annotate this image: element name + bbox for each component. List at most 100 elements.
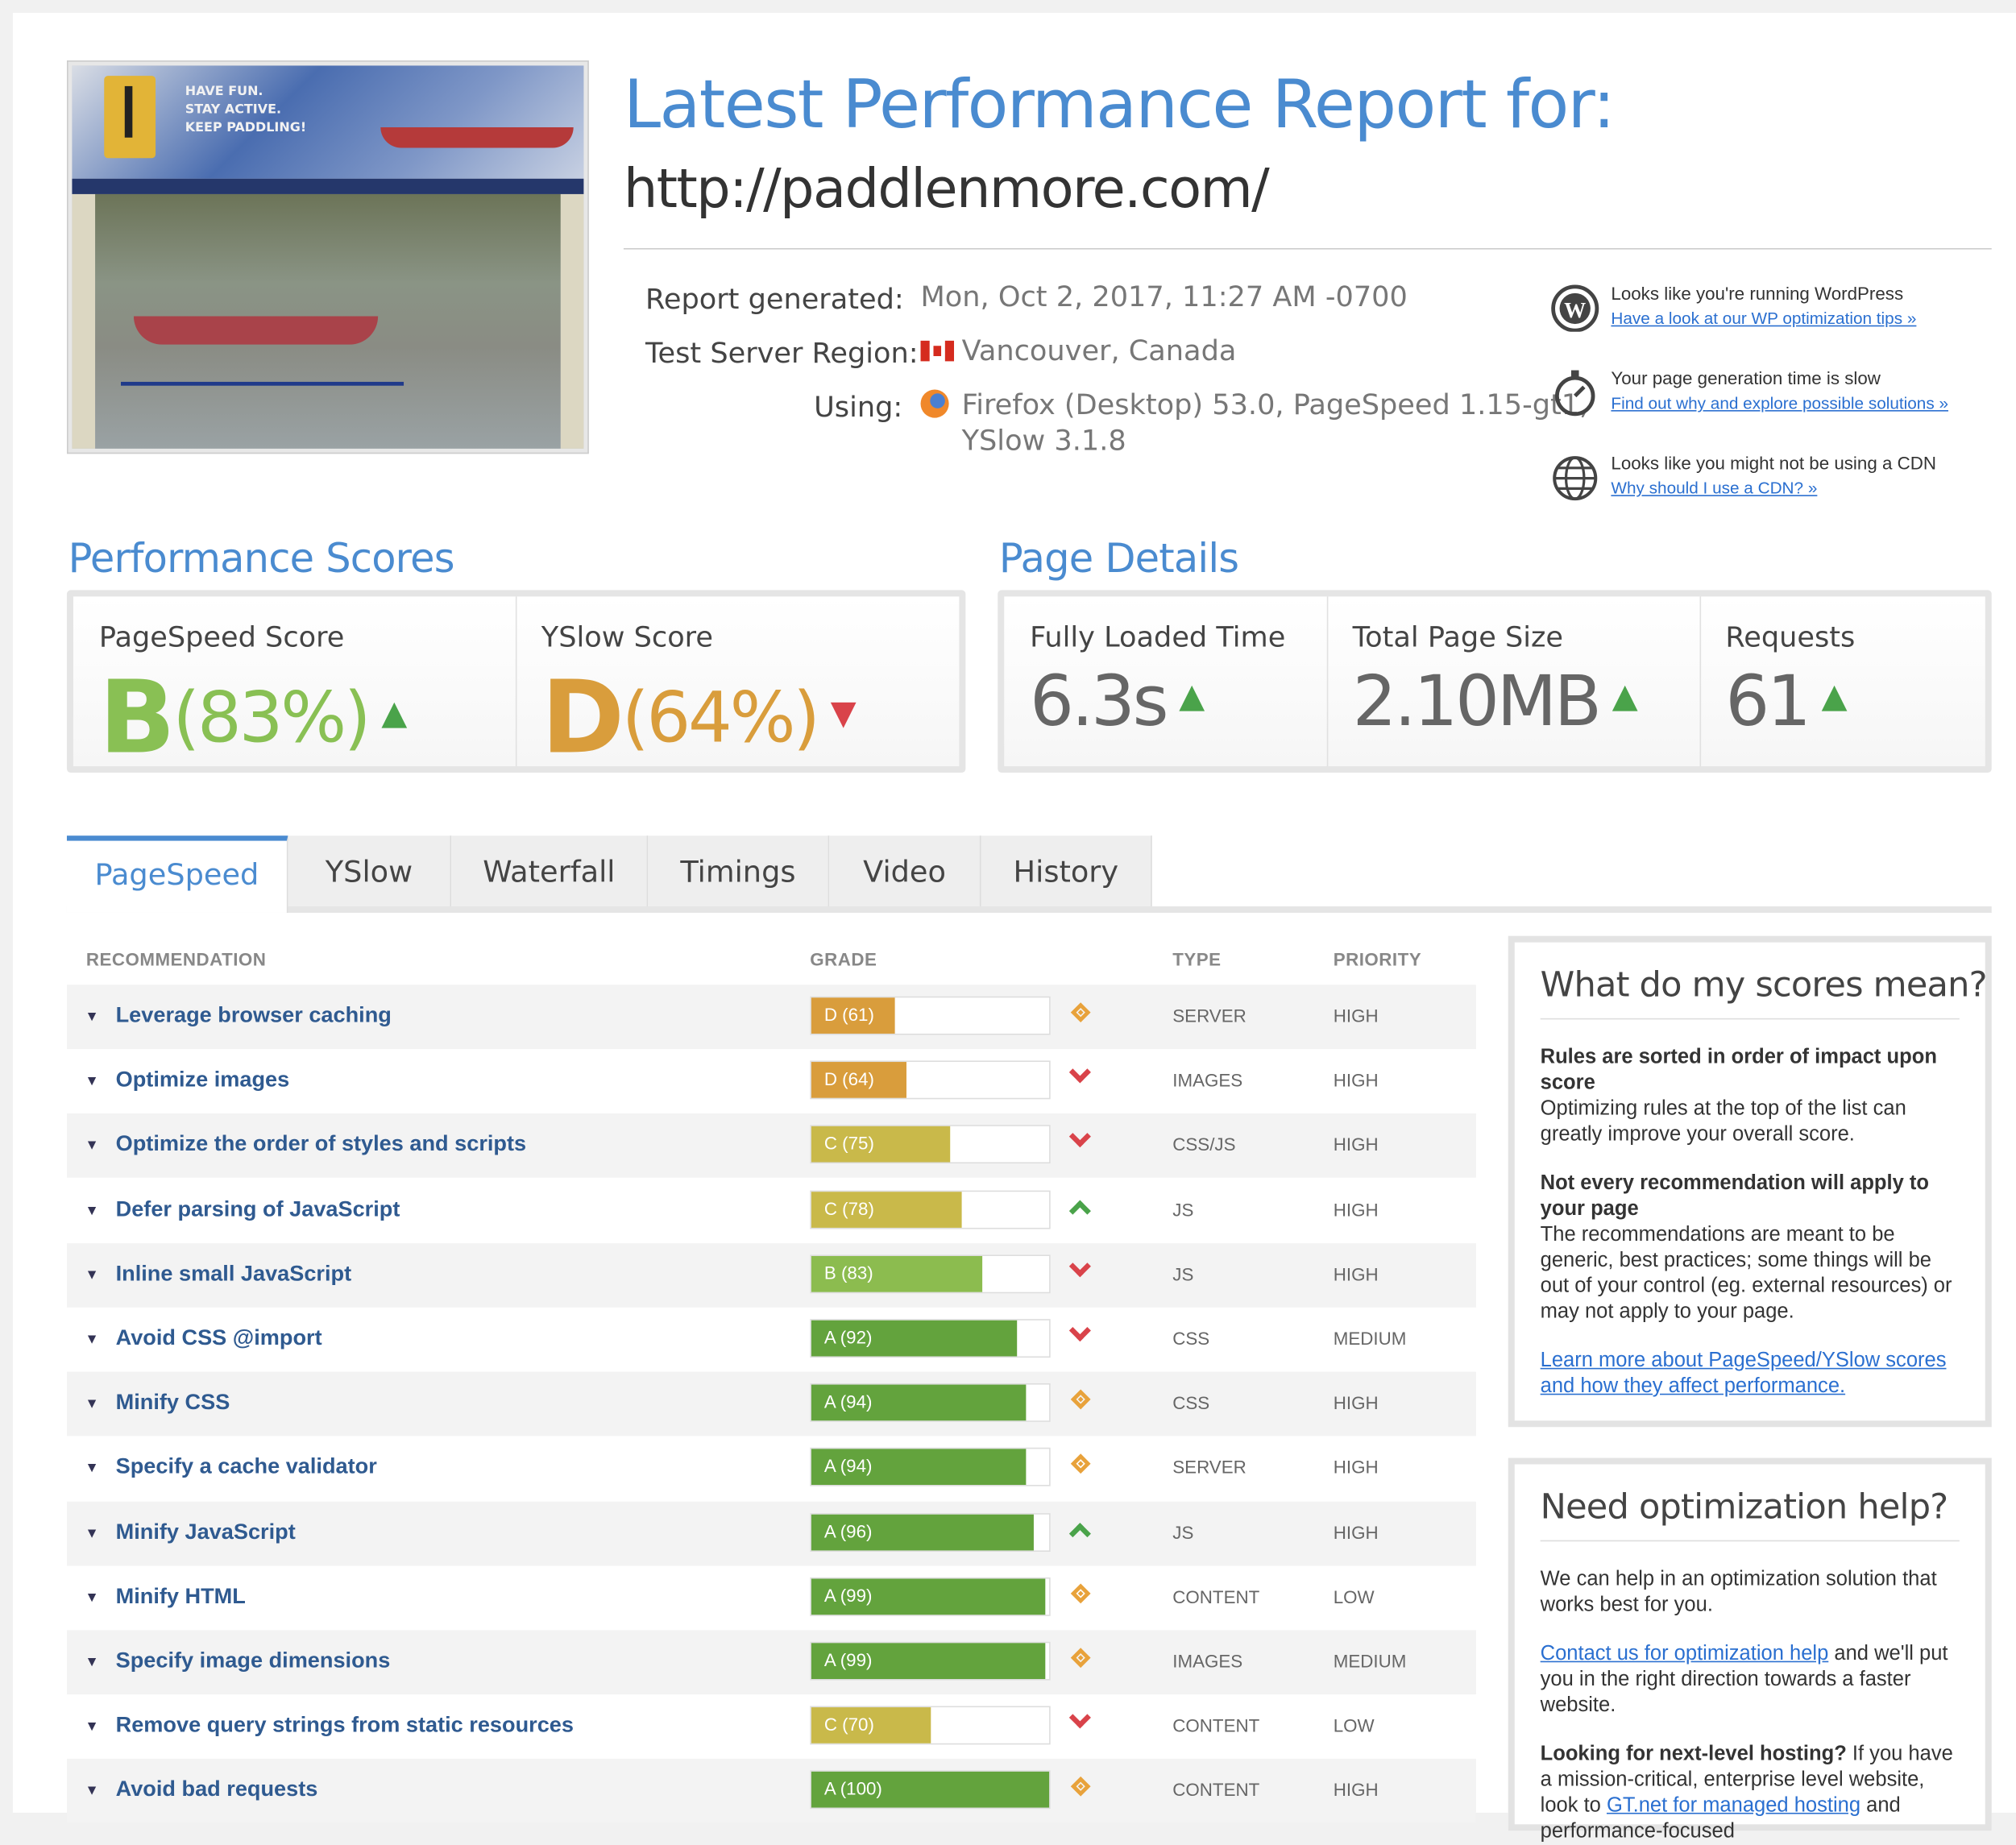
expand-caret-icon[interactable]: ▼	[85, 1396, 99, 1412]
grade-bar: A (96)	[810, 1512, 1051, 1552]
table-row[interactable]: ▼ Minify HTML A (99) CONTENT LOW	[67, 1565, 1476, 1630]
expand-caret-icon[interactable]: ▼	[85, 1267, 99, 1283]
recommendation-name[interactable]: Leverage browser caching	[115, 1002, 392, 1027]
recommendation-type: JS	[1172, 1263, 1194, 1284]
expand-caret-icon[interactable]: ▼	[85, 1138, 99, 1154]
expand-caret-icon[interactable]: ▼	[85, 1654, 99, 1670]
recommendation-name[interactable]: Specify image dimensions	[115, 1648, 391, 1673]
recommendation-priority: LOW	[1333, 1586, 1375, 1607]
using-label: Using:	[814, 392, 903, 425]
recommendation-priority: HIGH	[1333, 1134, 1379, 1155]
trend-neutral-icon	[1068, 1775, 1097, 1803]
performance-scores-panel: PageSpeed Score B(83%) ▲ YSlow Score D(64…	[66, 590, 966, 777]
report-generated-label: Report generated:	[645, 284, 904, 317]
grade-bar-fill	[811, 997, 895, 1034]
gt-net-hosting-link[interactable]: GT.net for managed hosting	[1606, 1794, 1861, 1817]
recommendation-type: CSS	[1172, 1392, 1210, 1413]
recommendation-name[interactable]: Avoid CSS @import	[115, 1325, 322, 1350]
page-size-trend-up-icon: ▲	[1612, 677, 1638, 716]
table-row[interactable]: ▼ Specify image dimensions A (99) IMAGES MED…	[66, 1630, 1476, 1695]
firefox-icon	[920, 389, 949, 418]
expand-caret-icon[interactable]: ▼	[85, 1590, 99, 1606]
total-page-size-value: 2.10MB ▲	[1352, 661, 1638, 742]
grade-bar-fill	[811, 1514, 1034, 1550]
table-row[interactable]: ▼ Optimize the order of styles and script…	[66, 1113, 1476, 1179]
expand-caret-icon[interactable]: ▼	[85, 1073, 99, 1089]
grade-bar: B (83)	[810, 1254, 1051, 1293]
learn-more-link[interactable]: Learn more about PageSpeed/YSlow scores …	[1540, 1350, 1947, 1398]
pagespeed-score: PageSpeed Score B(83%) ▲	[73, 596, 517, 777]
requests: Requests 61 ▲	[1700, 596, 1985, 766]
table-row[interactable]: ▼ Minify JavaScript A (96) JS HIGH	[66, 1501, 1476, 1565]
loaded-time-trend-up-icon: ▲	[1179, 677, 1205, 716]
grade-bar-fill	[811, 1255, 982, 1292]
table-row[interactable]: ▼ Minify CSS A (94) CSS HIGH	[66, 1371, 1476, 1437]
tab-pagespeed[interactable]: PageSpeed	[66, 835, 288, 913]
pagespeed-percent: (83%)	[172, 677, 371, 759]
recommendation-name[interactable]: Optimize the order of styles and scripts	[115, 1131, 527, 1157]
contact-optimization-link[interactable]: Contact us for optimization help	[1540, 1643, 1829, 1665]
wordpress-icon: W	[1551, 284, 1599, 332]
recommendation-priority: MEDIUM	[1333, 1328, 1407, 1349]
yslow-score: YSlow Score D(64%) ▼	[516, 596, 960, 776]
trend-neutral-icon	[1068, 1581, 1097, 1609]
header-divider	[623, 247, 1992, 250]
pagespeed-grade: B	[98, 661, 176, 777]
recommendation-name[interactable]: Defer parsing of JavaScript	[115, 1196, 400, 1221]
tab-history[interactable]: History	[981, 835, 1152, 906]
wp-optimization-tips-link[interactable]: Have a look at our WP optimization tips …	[1611, 308, 1917, 328]
tab-yslow[interactable]: YSlow	[288, 835, 452, 906]
expand-caret-icon[interactable]: ▼	[85, 1202, 99, 1219]
table-row[interactable]: ▼ Remove query strings from static resour…	[67, 1694, 1476, 1759]
expand-caret-icon[interactable]: ▼	[85, 1525, 99, 1541]
recommendation-type: IMAGES	[1172, 1069, 1243, 1091]
recommendation-priority: LOW	[1333, 1714, 1375, 1736]
table-row[interactable]: ▼ Specify a cache validator A (94) SERVER HI…	[67, 1437, 1476, 1501]
table-row[interactable]: ▼ Avoid bad requests A (100) CONTENT HIGH	[66, 1759, 1476, 1824]
recommendation-name[interactable]: Optimize images	[115, 1067, 290, 1092]
expand-caret-icon[interactable]: ▼	[85, 1009, 99, 1025]
recommendation-name[interactable]: Specify a cache validator	[115, 1454, 377, 1479]
recommendation-priority: HIGH	[1333, 1780, 1379, 1801]
trend-down-icon	[1068, 1320, 1097, 1351]
stopwatch-icon	[1554, 370, 1595, 417]
recommendation-name[interactable]: Avoid bad requests	[115, 1777, 318, 1802]
tab-timings[interactable]: Timings	[648, 835, 830, 906]
scores-explainer-p1: Rules are sorted in order of impact upon…	[1540, 1046, 1937, 1146]
table-row[interactable]: ▼ Optimize images D (64) IMAGES HIGH	[67, 1049, 1476, 1113]
grade-bar-fill	[811, 1643, 1046, 1679]
recommendation-name[interactable]: Minify HTML	[115, 1583, 246, 1608]
yslow-percent: (64%)	[621, 677, 820, 759]
expand-caret-icon[interactable]: ▼	[85, 1332, 99, 1348]
fully-loaded-time-label: Fully Loaded Time	[1030, 622, 1286, 655]
generation-time-solutions-link[interactable]: Find out why and explore possible soluti…	[1611, 393, 1949, 413]
grade-value: C (70)	[823, 1714, 874, 1735]
grade-bar: D (61)	[810, 996, 1051, 1035]
grade-bar-fill	[811, 1449, 1026, 1486]
why-use-cdn-link[interactable]: Why should I use a CDN? »	[1611, 478, 1818, 498]
recommendation-name[interactable]: Remove query strings from static resourc…	[115, 1712, 574, 1738]
recommendation-priority: HIGH	[1333, 1069, 1379, 1091]
trend-neutral-icon	[1068, 1645, 1097, 1673]
tab-waterfall[interactable]: Waterfall	[451, 835, 649, 906]
table-row[interactable]: ▼ Inline small JavaScript B (83) JS HIGH	[66, 1242, 1476, 1308]
recommendation-priority: HIGH	[1333, 1392, 1379, 1413]
recommendation-name[interactable]: Minify JavaScript	[115, 1519, 296, 1544]
requests-value: 61 ▲	[1725, 661, 1847, 742]
recommendation-name[interactable]: Inline small JavaScript	[115, 1261, 352, 1286]
trend-up-icon	[1068, 1194, 1097, 1222]
trend-down-icon	[1068, 1061, 1097, 1093]
table-row[interactable]: ▼ Defer parsing of JavaScript C (78) JS HIGH	[67, 1179, 1476, 1243]
recommendation-priority: HIGH	[1333, 1457, 1379, 1478]
recommendation-priority: HIGH	[1333, 1199, 1379, 1220]
recommendation-priority: HIGH	[1333, 1263, 1379, 1284]
table-row[interactable]: ▼ Leverage browser caching D (61) SERVER HIG…	[66, 985, 1476, 1050]
tab-video[interactable]: Video	[829, 835, 981, 906]
table-row[interactable]: ▼ Avoid CSS @import A (92) CSS MEDIUM	[67, 1308, 1476, 1372]
expand-caret-icon[interactable]: ▼	[85, 1719, 99, 1735]
expand-caret-icon[interactable]: ▼	[85, 1461, 99, 1477]
expand-caret-icon[interactable]: ▼	[85, 1783, 99, 1800]
recommendation-type: SERVER	[1172, 1005, 1247, 1026]
recommendation-name[interactable]: Minify CSS	[115, 1390, 230, 1415]
grade-value: A (99)	[823, 1585, 873, 1606]
